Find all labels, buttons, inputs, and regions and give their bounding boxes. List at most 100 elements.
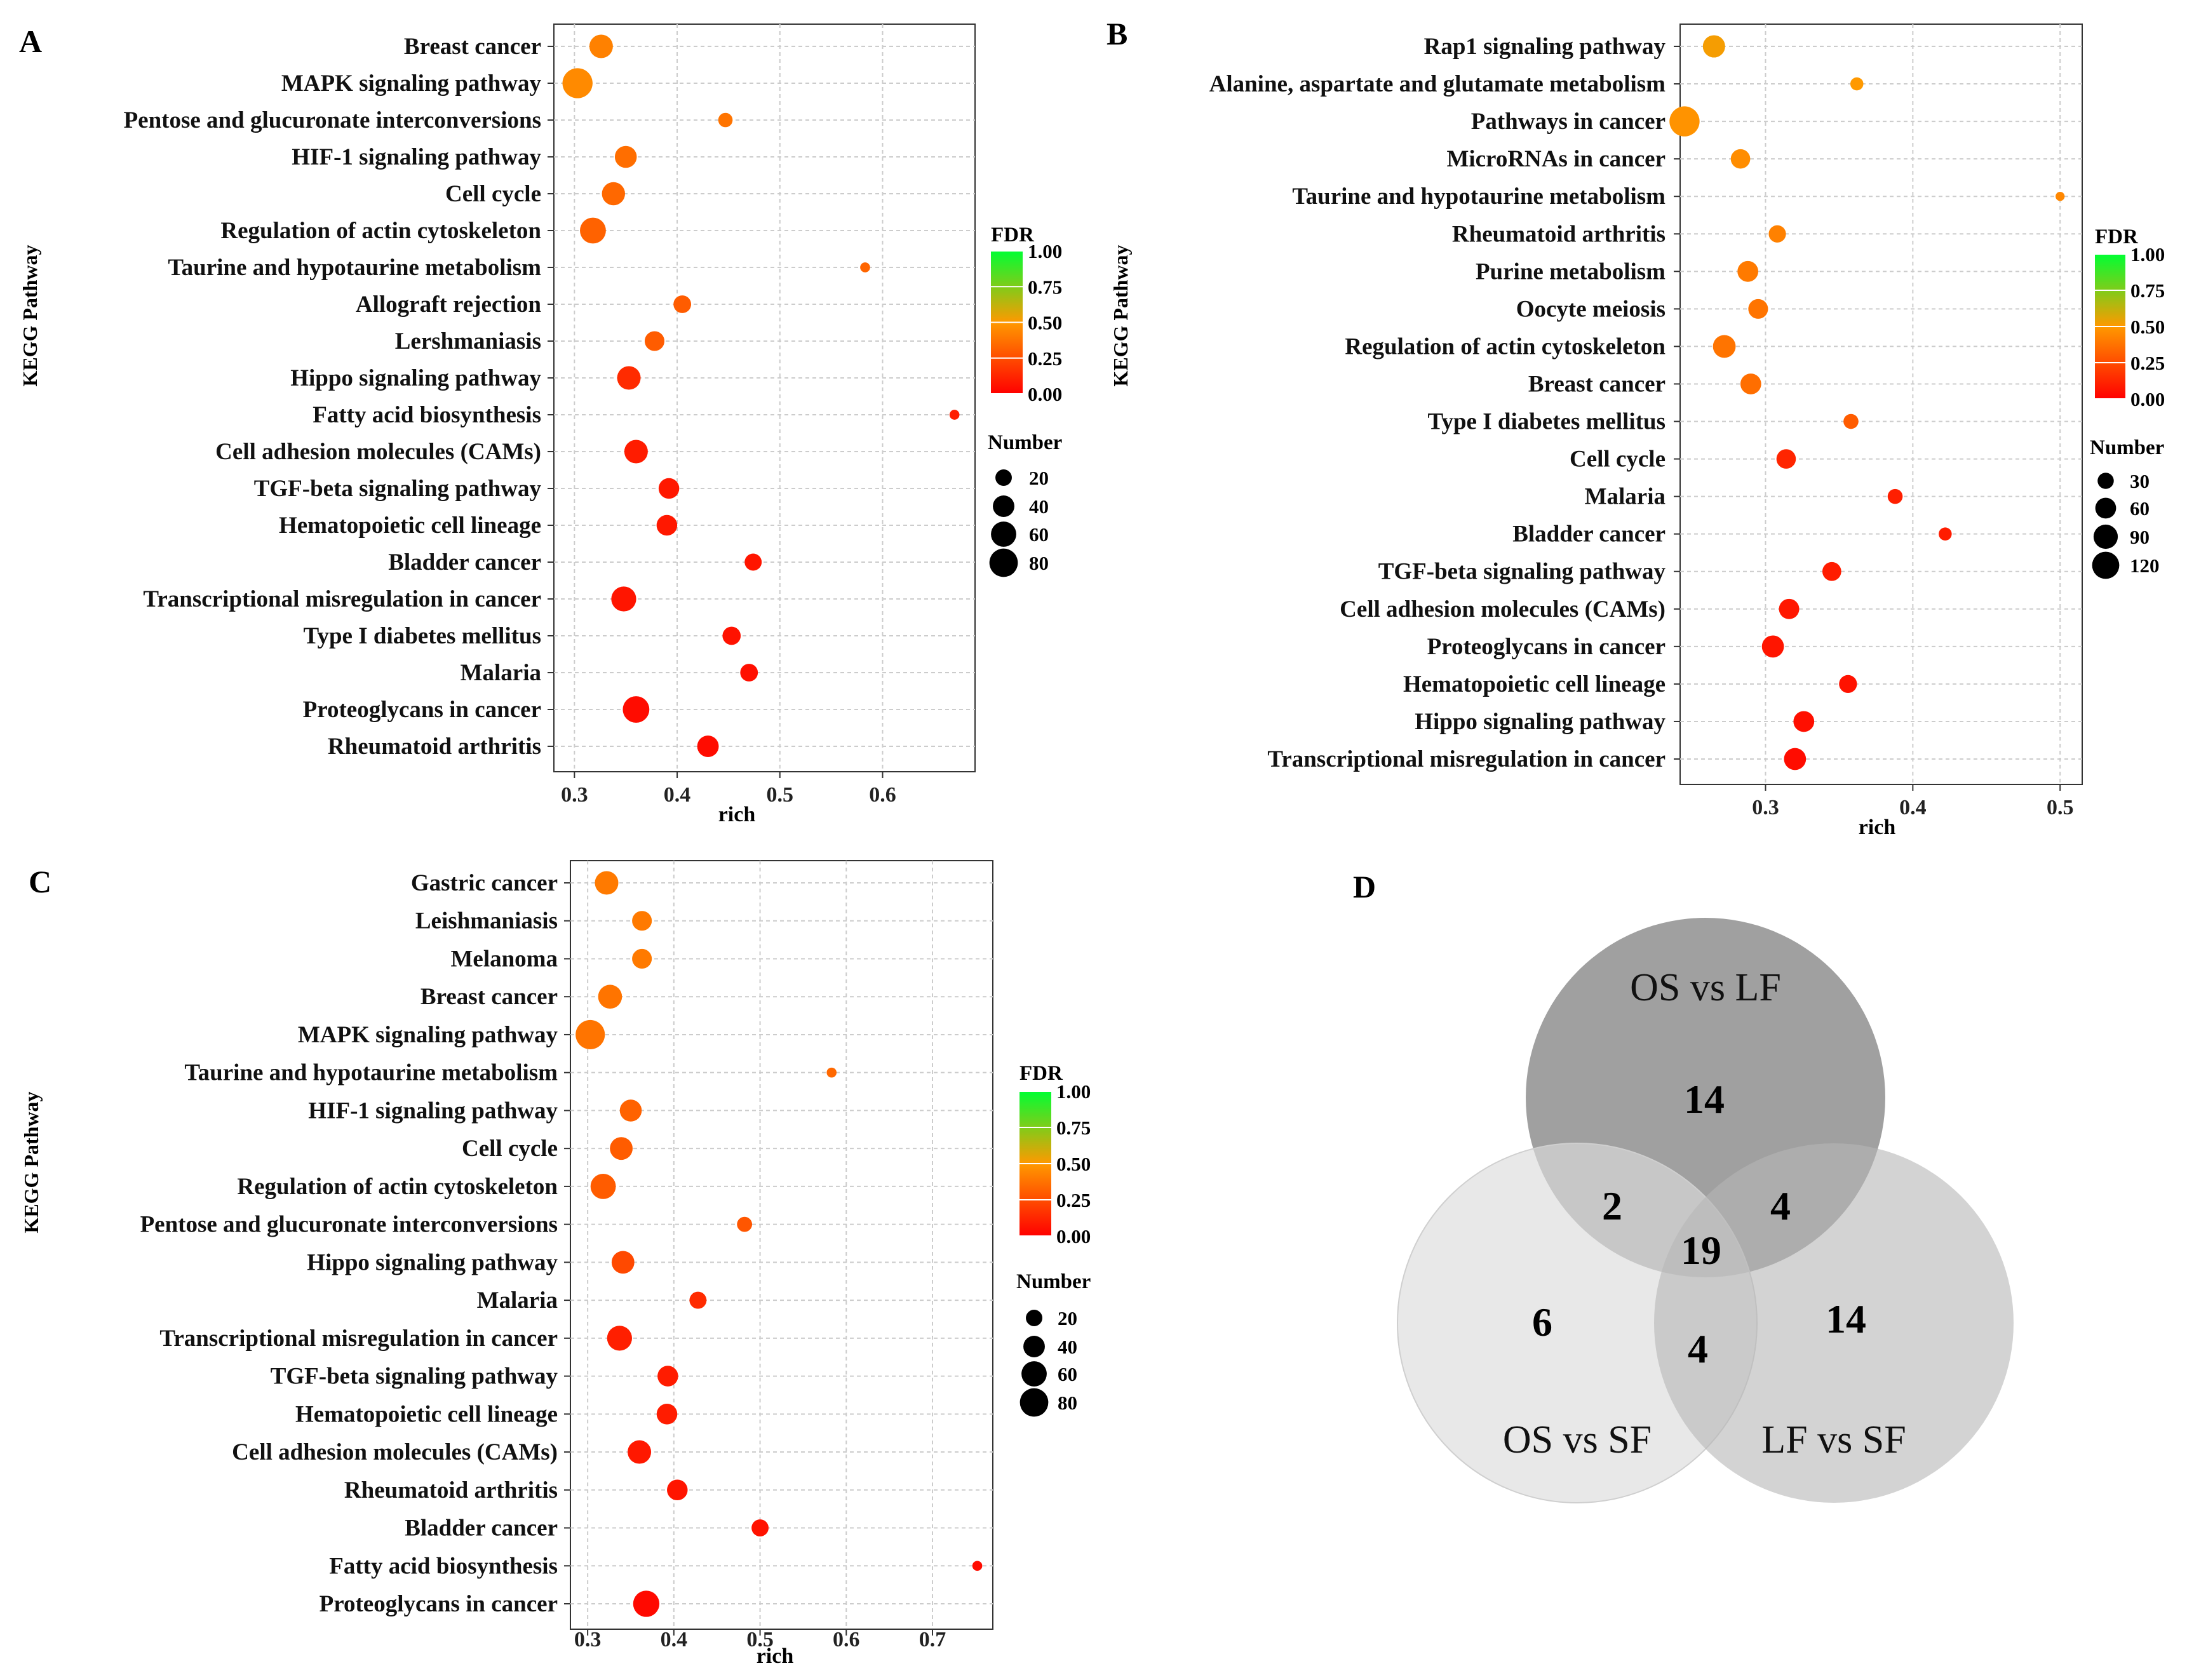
data-point [751, 1519, 769, 1536]
pathway-label: Malaria [461, 660, 541, 686]
fdr-tick-label: 0.00 [2130, 388, 2165, 410]
plot-frame [1679, 24, 2083, 785]
data-point [611, 586, 636, 612]
x-axis-title: rich [718, 803, 756, 826]
pathway-label: MicroRNAs in cancer [1446, 146, 1665, 172]
data-point [602, 182, 626, 206]
venn-value-lf-sf-only: 14 [1826, 1296, 1866, 1341]
pathway-label: Rap1 signaling pathway [1424, 34, 1666, 60]
pathway-label: Regulation of actin cytoskeleton [237, 1174, 558, 1200]
size-legend-label: 60 [1058, 1363, 1077, 1385]
data-point [1702, 35, 1725, 58]
venn-value-os-sf-only: 6 [1532, 1300, 1552, 1345]
x-tick-label: 0.3 [561, 783, 588, 807]
data-point [1839, 675, 1857, 694]
data-point [575, 1019, 605, 1049]
pathway-label: MAPK signaling pathway [281, 71, 542, 97]
pathway-label: Breast cancer [404, 34, 541, 60]
venn-label-os-vs-sf: OS vs SF [1503, 1418, 1652, 1462]
size-legend-dot [2095, 497, 2116, 519]
x-tick-label: 0.3 [574, 1628, 602, 1651]
size-legend-dot [2092, 551, 2120, 579]
size-legend-dot [991, 521, 1016, 547]
size-legend-label: 30 [2130, 470, 2150, 492]
pathway-label: Regulation of actin cytoskeleton [1345, 333, 1665, 360]
size-legend-label: 20 [1058, 1307, 1077, 1329]
data-point [607, 1326, 632, 1351]
data-point [580, 217, 606, 244]
x-tick-label: 0.4 [664, 783, 691, 807]
data-point [590, 1173, 616, 1199]
data-point [1939, 527, 1952, 541]
y-axis-title: KEGG Pathway [1109, 245, 1132, 386]
data-point [1776, 449, 1796, 469]
pathway-label: Malaria [477, 1287, 558, 1314]
panel-label-c: C [29, 864, 51, 899]
pathway-label: Hematopoietic cell lineage [279, 513, 541, 539]
size-legend-label: 90 [2130, 526, 2150, 548]
venn-circle-lf-vs-sf [1654, 1143, 2014, 1503]
pathway-label: TGF-beta signaling pathway [271, 1364, 558, 1390]
pathway-label: Bladder cancer [405, 1515, 558, 1542]
y-axis-title: KEGG Pathway [20, 1091, 43, 1233]
data-point [1850, 77, 1864, 91]
fdr-legend-title: FDR [1019, 1062, 1063, 1085]
pathway-label: Cell adhesion molecules (CAMs) [232, 1439, 558, 1465]
x-axis-title: rich [1859, 816, 1896, 839]
pathway-label: Transcriptional misregulation in cancer [159, 1326, 558, 1352]
data-point [633, 1590, 660, 1617]
pathway-label: Breast cancer [1528, 371, 1665, 397]
size-legend-dot [995, 469, 1012, 486]
panel-label-a: A [19, 24, 42, 59]
data-point [1761, 635, 1784, 658]
size-legend-dot [2093, 524, 2118, 549]
pathway-label: Oocyte meiosis [1516, 296, 1665, 322]
fdr-legend-title: FDR [991, 224, 1035, 246]
pathway-label: Leishmaniasis [415, 908, 558, 934]
data-point [949, 410, 960, 420]
x-tick-label: 0.6 [833, 1628, 860, 1651]
size-legend-dot [989, 548, 1018, 577]
data-point [972, 1561, 983, 1571]
data-point [1843, 413, 1859, 429]
data-point [718, 112, 733, 128]
venn-value-os-lf-and-lf-sf: 4 [1770, 1183, 1791, 1228]
size-legend-title: Number [1016, 1270, 1091, 1293]
size-legend-title: Number [988, 431, 1062, 454]
size-legend-dot [1019, 1388, 1049, 1417]
data-point [658, 478, 680, 499]
size-legend-label: 60 [2130, 497, 2150, 520]
panel-label-b: B [1107, 16, 1127, 51]
venn-value-all-three: 19 [1681, 1228, 1721, 1273]
x-tick-label: 0.5 [746, 1628, 774, 1651]
x-tick-label: 0.5 [2047, 796, 2074, 819]
data-point [617, 366, 641, 390]
size-legend-dot [1023, 1336, 1045, 1357]
data-point [632, 911, 652, 931]
x-tick-label: 0.4 [661, 1628, 688, 1651]
data-point [697, 736, 719, 757]
size-legend-label: 120 [2130, 554, 2160, 577]
fdr-legend-title: FDR [2095, 225, 2139, 248]
data-point [1730, 149, 1751, 169]
size-legend-label: 60 [1029, 523, 1049, 546]
venn-value-os-lf-only: 14 [1684, 1077, 1725, 1122]
pathway-label: Bladder cancer [388, 549, 541, 575]
data-point [614, 145, 637, 168]
data-point [1779, 598, 1800, 619]
fdr-tick-label: 0.00 [1056, 1225, 1091, 1247]
pathway-label: Taurine and hypotaurine metabolism [168, 255, 541, 281]
plot-frame [570, 860, 993, 1630]
kegg-dotplot-b: 0.3 0.4 0.5 Rap1 signaling pathway Alanine, … [1109, 24, 2165, 839]
data-point [610, 1137, 633, 1160]
venn-value-os-sf-and-lf-sf: 4 [1688, 1326, 1708, 1371]
venn-value-os-lf-and-os-sf: 2 [1602, 1183, 1622, 1228]
data-point [1669, 106, 1700, 137]
pathway-label: Proteoglycans in cancer [320, 1591, 558, 1617]
size-legend-label: 80 [1058, 1392, 1077, 1414]
pathway-label: Breast cancer [421, 984, 558, 1010]
panel-label-d: D [1353, 869, 1376, 904]
data-point [1713, 335, 1736, 358]
size-legend-label: 20 [1029, 467, 1049, 489]
